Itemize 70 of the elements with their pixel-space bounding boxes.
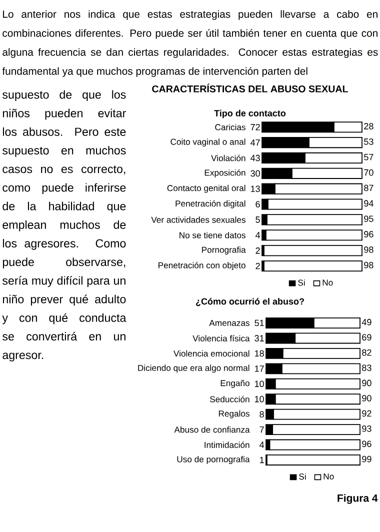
data-label: 94 — [364, 200, 374, 207]
data-label: 1 — [260, 456, 264, 464]
data-label: 92 — [362, 410, 372, 417]
chart-title: CARACTERÍSTICAS DEL ABUSO SEXUAL — [152, 84, 348, 92]
data-label: 4 — [256, 232, 260, 238]
data-label: 72 — [250, 124, 260, 130]
data-label: 17 — [254, 366, 264, 372]
data-label: 99 — [362, 456, 372, 462]
data-label: 96 — [362, 440, 372, 448]
data-label: 70 — [364, 169, 374, 176]
y-tick-label: Intimidación — [204, 442, 250, 448]
y-tick-label: Amenazas — [209, 320, 250, 326]
text: Lo anterior nos indica que estas estrategias pueden llevarse a cabo en combinaciones diferentes. Pero puede ser útil también tener en cuenta que con alguna frecuencia se dan ciertas regularidades. Conocer estas estrategias es fundamental ya que muchos programas de intervención parten del — [2, 10, 378, 77]
data-label: 7 — [260, 426, 264, 433]
data-label: 93 — [362, 425, 372, 432]
legend-label: No — [324, 473, 334, 480]
data-label: 43 — [250, 154, 260, 162]
data-label: 10 — [254, 396, 264, 402]
y-tick-label: Violencia física — [192, 335, 250, 342]
data-label: 49 — [362, 318, 372, 326]
data-label: 30 — [250, 170, 260, 177]
data-label: 87 — [364, 184, 374, 192]
y-tick-label: Engaño — [220, 380, 250, 388]
data-label: 96 — [364, 231, 374, 238]
y-tick-label: Uso de pornografia — [177, 456, 250, 464]
y-tick-label: Exposición — [204, 169, 246, 178]
data-label: 6 — [256, 201, 260, 208]
chart-subtitle: Tipo de contacto — [214, 110, 286, 118]
y-tick-label: Abuso de confianza — [174, 426, 250, 433]
data-label: 18 — [254, 350, 264, 357]
data-label: 90 — [362, 380, 372, 386]
data-label: 53 — [364, 138, 374, 145]
y-tick-label: Caricias — [215, 124, 246, 130]
data-label: 5 — [256, 216, 260, 223]
legend-label: Si — [298, 279, 305, 286]
data-label: 4 — [260, 442, 264, 448]
y-tick-label: Contacto genital oral — [167, 184, 246, 193]
y-tick-label: Ver actividades sexuales — [151, 216, 246, 223]
y-tick-label: No se tiene datos — [180, 232, 246, 238]
legend-label: No — [322, 280, 333, 286]
data-label: 82 — [362, 349, 372, 356]
y-tick-label: Violencia emocional — [174, 350, 250, 357]
data-label: 2 — [256, 262, 260, 270]
text: supuesto de que los niños pueden evitar los abusos. Pero este supuesto en muchos casos no es correcto, como puede inferirse de la habilidad que emplean muchos de los agresores. Como puede observarse, sería muy difícil para un niño prever qué adulto y con qué conducta se convertirá en un agresor. — [2, 90, 126, 362]
data-label: 83 — [362, 364, 372, 371]
y-tick-label: Diciendo que era algo normal — [138, 364, 250, 373]
y-tick-label: Coito vaginal o anal — [170, 138, 246, 147]
data-label: 10 — [254, 380, 264, 388]
y-tick-label: Penetración con objeto — [158, 262, 246, 270]
chart-title: ¿Cómo ocurrió el abuso? — [196, 298, 304, 306]
y-tick-label: Seducción — [210, 396, 250, 402]
data-label: 31 — [254, 335, 264, 342]
data-label: 8 — [260, 411, 264, 418]
y-tick-label: Regalos — [218, 410, 250, 418]
data-label: 51 — [254, 320, 264, 326]
legend-label: Si — [299, 473, 306, 480]
data-label: 28 — [364, 123, 374, 130]
text: Figura 4 — [338, 494, 378, 504]
y-tick-label: Penetración digital — [176, 200, 246, 208]
data-label: 2 — [256, 247, 260, 254]
data-label: 98 — [364, 246, 374, 253]
y-tick-label: Pornografia — [202, 246, 246, 255]
data-label: 98 — [364, 262, 374, 268]
data-label: 69 — [362, 334, 372, 341]
data-label: 57 — [364, 154, 374, 160]
data-label: 90 — [362, 395, 372, 402]
data-label: 95 — [364, 216, 374, 222]
data-label: 47 — [250, 139, 260, 146]
data-label: 13 — [250, 186, 260, 192]
y-tick-label: Violación — [211, 154, 246, 162]
